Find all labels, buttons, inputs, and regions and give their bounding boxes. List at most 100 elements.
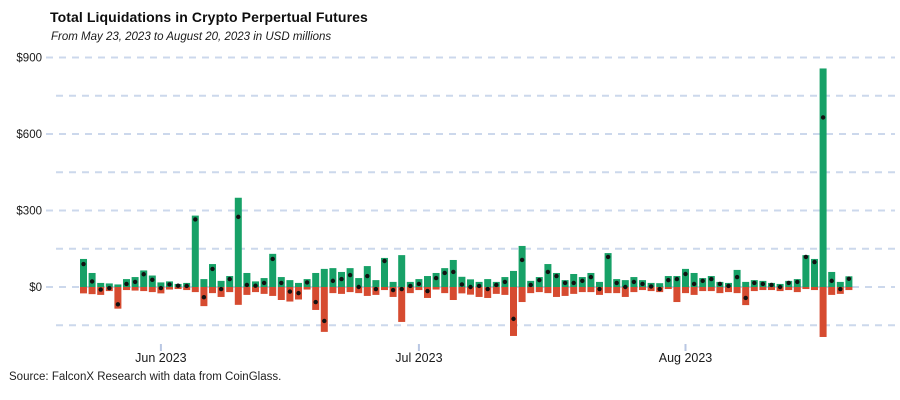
down-bar xyxy=(363,287,371,296)
down-bar xyxy=(630,287,638,293)
down-bar xyxy=(381,287,388,291)
up-bar xyxy=(398,255,406,287)
net-dot xyxy=(657,286,662,292)
up-bar xyxy=(191,215,199,287)
down-bar xyxy=(578,287,586,293)
chart-title: Total Liquidations in Crypto Perpertual … xyxy=(50,9,368,25)
up-bar xyxy=(226,276,234,287)
up-bar xyxy=(424,276,431,287)
down-bar xyxy=(441,287,449,294)
net-dot xyxy=(184,283,189,289)
down-bar xyxy=(484,287,492,298)
up-bar xyxy=(295,282,302,287)
up-bar xyxy=(441,268,449,287)
down-bar xyxy=(123,287,130,291)
down-bar xyxy=(174,287,182,290)
y-axis-label: $600 xyxy=(16,129,42,141)
up-bar xyxy=(329,268,337,287)
down-bar xyxy=(570,287,578,294)
up-bar xyxy=(381,257,388,287)
net-dot xyxy=(666,277,671,283)
down-bar xyxy=(243,287,251,295)
up-bar xyxy=(587,272,595,287)
down-bar xyxy=(845,287,853,291)
net-dot xyxy=(218,286,224,292)
net-dot xyxy=(605,254,611,260)
down-bar xyxy=(613,287,621,294)
down-bar xyxy=(664,287,672,290)
down-bar xyxy=(733,287,741,294)
net-dot xyxy=(674,276,680,282)
down-bar xyxy=(716,287,724,294)
net-dot xyxy=(717,281,723,287)
down-bar xyxy=(553,287,560,297)
down-bar xyxy=(527,287,535,294)
down-bar xyxy=(587,287,595,293)
net-dot xyxy=(588,274,594,280)
down-bar xyxy=(415,287,423,291)
net-dot xyxy=(141,272,146,277)
net-dot xyxy=(786,280,791,286)
net-dot xyxy=(382,258,387,264)
down-bar xyxy=(449,287,457,301)
down-bar xyxy=(355,287,363,294)
net-dot xyxy=(425,288,430,294)
net-dot xyxy=(597,286,602,292)
up-bar xyxy=(234,197,242,287)
down-bar xyxy=(432,287,440,290)
down-bar xyxy=(467,287,474,295)
up-bar xyxy=(707,276,715,287)
down-bar xyxy=(828,287,836,295)
net-dot xyxy=(253,283,258,288)
down-bar xyxy=(260,287,268,294)
up-bar xyxy=(553,272,560,287)
net-dot xyxy=(580,278,585,284)
net-dot xyxy=(365,273,370,279)
down-bar xyxy=(793,287,801,293)
down-bar xyxy=(88,287,96,295)
net-dot xyxy=(442,270,447,276)
net-dot xyxy=(210,266,215,272)
down-bar xyxy=(690,287,698,295)
down-bar xyxy=(209,287,216,294)
down-bar xyxy=(518,287,526,303)
net-dot xyxy=(803,254,809,260)
up-bar xyxy=(200,279,208,287)
x-axis-label: Aug 2023 xyxy=(659,351,713,365)
up-bar xyxy=(209,264,216,287)
up-bar xyxy=(690,272,698,287)
up-bar xyxy=(140,270,148,287)
up-bar xyxy=(346,268,354,287)
up-bar xyxy=(811,258,818,287)
up-bar xyxy=(656,283,664,287)
net-dot xyxy=(313,299,318,305)
net-dot xyxy=(476,283,482,289)
down-bar xyxy=(183,287,191,291)
up-bar xyxy=(467,279,474,287)
up-bar xyxy=(269,253,277,287)
up-bar xyxy=(389,281,397,287)
x-axis-label: Jul 2023 xyxy=(395,351,442,365)
net-dot xyxy=(829,278,834,284)
down-bar xyxy=(621,287,629,297)
down-bar xyxy=(725,287,732,293)
down-bar xyxy=(166,287,173,290)
down-bar xyxy=(252,287,259,293)
net-dot xyxy=(726,283,731,289)
net-dot xyxy=(562,280,568,286)
up-bar xyxy=(105,283,113,287)
net-dot xyxy=(519,257,525,263)
up-bar xyxy=(97,282,105,287)
down-bar xyxy=(501,287,509,295)
up-bar xyxy=(114,284,122,287)
down-bar xyxy=(131,287,139,291)
x-axis-label: Jun 2023 xyxy=(135,351,186,365)
up-bar xyxy=(621,280,629,287)
net-dot xyxy=(459,282,465,287)
net-dot xyxy=(554,273,559,279)
down-bar xyxy=(303,287,311,290)
net-dot xyxy=(468,284,473,290)
down-bar xyxy=(639,287,646,291)
